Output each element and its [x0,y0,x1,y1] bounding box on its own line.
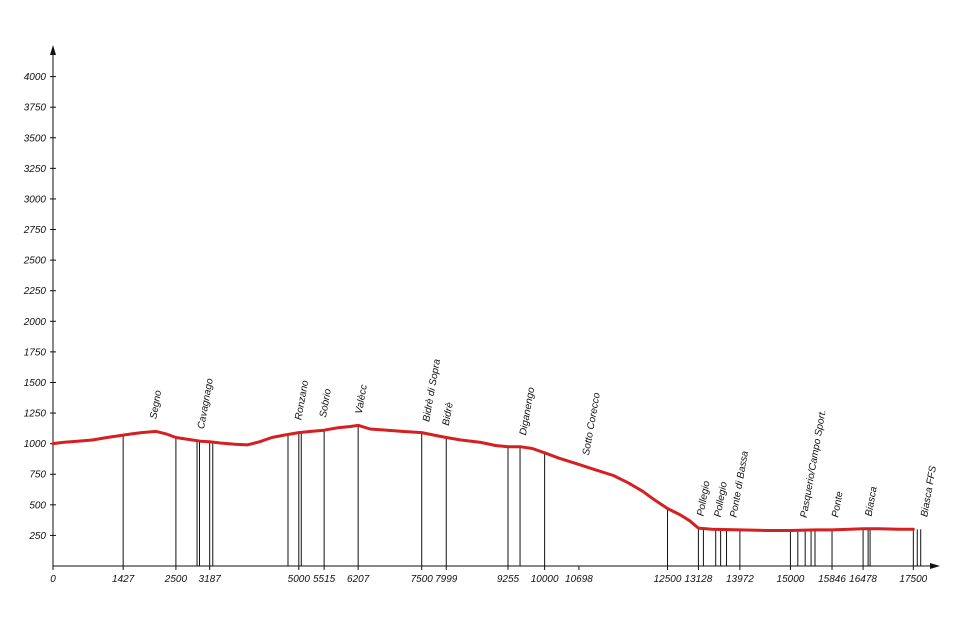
x-tick-label: 1427 [112,574,135,585]
x-tick-label: 15846 [818,574,846,585]
x-tick-label: 6207 [347,574,370,585]
location-markers [122,425,922,566]
place-label: Pollegio [696,480,713,517]
place-label: Diganengo [518,386,537,436]
y-tick-label: 3250 [24,164,47,175]
y-tick-label: 1000 [24,439,47,450]
y-tick-label: 750 [29,470,46,481]
x-tick-label: 15000 [777,574,805,585]
x-tick-label: 5000 [288,574,311,585]
y-tick-label: 1500 [24,378,47,389]
place-label: Bidrè [441,401,456,426]
y-tick-label: 3750 [24,103,47,114]
place-label: Pollegio [713,481,730,518]
place-label: Bidrè di Sopra [421,358,443,423]
y-tick-label: 2000 [23,317,47,328]
y-tick-label: 2250 [23,286,47,297]
x-axis-arrow [930,563,940,569]
place-label: Ronzano [293,379,311,421]
y-axis-arrow [50,45,56,55]
x-tick-label: 2500 [164,574,188,585]
y-tick-label: 1250 [24,409,47,420]
y-tick-label: 4000 [24,72,47,83]
x-tick-label: 7500 [411,574,434,585]
y-tick-label: 2750 [23,225,47,236]
x-tick-label: 9255 [497,574,520,585]
x-tick-label: 0 [50,574,56,585]
place-label: Sotto Corecco [581,391,603,456]
x-axis-ticks: 0 1427 2500 3187 5000 5515 6207 7500 7999 9255 100… [50,566,928,585]
place-label: Valècc [354,384,370,415]
x-tick-label: 10698 [565,574,593,585]
y-tick-label: 250 [28,531,46,542]
y-tick-label: 2500 [23,256,47,267]
x-tick-label: 13128 [684,574,712,585]
place-label: Pasquerio/Campo Sport. [799,409,829,519]
place-label: Biasca [864,485,880,517]
x-tick-label: 5515 [313,574,336,585]
x-tick-label: 10000 [531,574,559,585]
place-labels: Segno Cavagnago Ronzano Sobrio Valècc Bidrè d… [148,358,939,519]
elevation-line [51,423,915,532]
place-label: Cavagnago [196,377,216,430]
place-label: Sobrio [318,388,334,419]
x-tick-label: 3187 [199,574,222,585]
x-tick-label: 13972 [726,574,754,585]
place-label: Ponte di Bassa [728,450,751,519]
y-tick-label: 3000 [24,194,47,205]
place-label: Biasca FFS [919,465,939,518]
y-tick-label: 1750 [24,347,47,358]
x-tick-label: 7999 [435,574,458,585]
y-tick-label: 500 [29,500,46,511]
place-label: Segno [148,389,164,420]
x-tick-label: 12500 [654,574,682,585]
x-tick-label: 16478 [849,574,877,585]
x-tick-label: 17500 [899,574,927,585]
y-axis-ticks: 250 500 750 1000 1250 1500 1750 2000 2250 2500 275… [23,72,56,542]
y-tick-label: 3500 [24,133,47,144]
elevation-series [51,423,915,532]
place-label: Ponte [830,490,845,518]
